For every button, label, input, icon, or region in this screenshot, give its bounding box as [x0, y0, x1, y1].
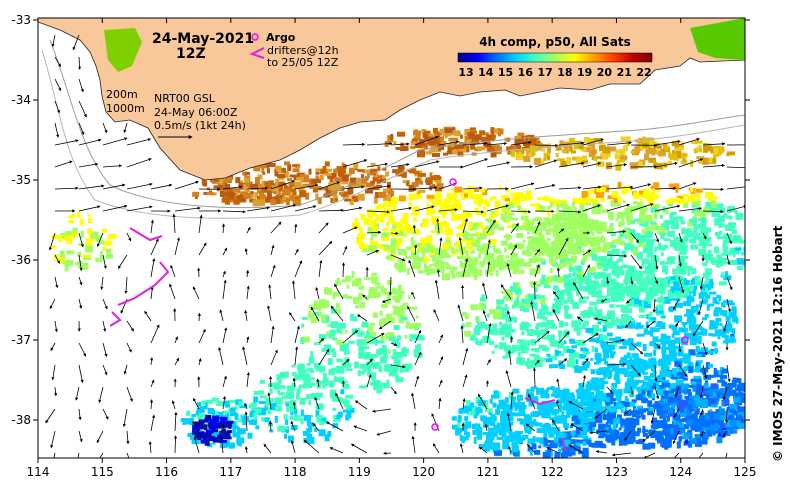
y-tick-label: -38 [11, 413, 31, 427]
altimetry-product-label: NRT00 GSL [154, 92, 216, 105]
argo-float-1 [449, 178, 457, 186]
time-label: 12Z [176, 46, 206, 62]
colorbar-tick-label: 22 [636, 66, 651, 79]
x-tick-label: 118 [284, 465, 307, 479]
drifter-tracks [109, 227, 567, 453]
x-tick-label: 117 [219, 465, 242, 479]
y-tick-label: -35 [11, 173, 31, 187]
x-tick-label: 121 [476, 465, 499, 479]
drifter-track-4 [524, 397, 556, 406]
land-patch-west [104, 28, 142, 72]
colorbar-tick-label: 13 [458, 66, 473, 79]
drifter-legend-label-1: drifters@12h [267, 44, 339, 57]
x-tick-label: 123 [605, 465, 628, 479]
y-axis: -33 -34 -35 -36 -37 -38 [11, 13, 750, 427]
argo-float-3 [431, 423, 439, 431]
land-patch-east [690, 18, 745, 60]
drifter-legend-label-2: to 25/05 12Z [267, 56, 339, 69]
credit-label: © IMOS 27-May-2021 12:16 Hobart [771, 225, 785, 462]
x-tick-label: 116 [155, 465, 178, 479]
y-tick-label: -36 [11, 253, 31, 267]
x-tick-label: 114 [27, 465, 50, 479]
argo-legend-label: Argo [266, 31, 296, 44]
colorbar-tick-label: 15 [498, 66, 513, 79]
altimetry-time-label: 24-May 06:00Z [154, 106, 238, 119]
colorbar-tick-label: 18 [557, 66, 572, 79]
colorbar-tick-label: 17 [537, 66, 552, 79]
colorbar-title: 4h comp, p50, All Sats [479, 35, 631, 49]
y-tick-label: -33 [11, 13, 31, 27]
argo-legend-marker [251, 33, 259, 41]
drifter-track-5 [561, 437, 567, 453]
plot-frame [37, 17, 746, 459]
y-tick-label: -37 [11, 333, 31, 347]
colorbar-tick-label: 16 [518, 66, 534, 79]
argo-floats [431, 178, 689, 431]
colorbar-tick-label: 21 [617, 66, 632, 79]
x-tick-label: 119 [348, 465, 371, 479]
x-tick-label: 125 [734, 465, 757, 479]
isobath-1000m-label: 1000m [106, 102, 145, 115]
date-label: 24-May-2021 [152, 31, 254, 47]
colorbar-tick-label: 19 [577, 66, 592, 79]
x-axis: 114 115 116 117 118 119 120 121 122 123 124 125 [27, 18, 757, 479]
current-vectors [45, 34, 745, 458]
x-tick-label: 122 [541, 465, 564, 479]
drifter-track-2 [117, 261, 170, 306]
vector-scale-label: 0.5m/s (1kt 24h) [154, 119, 246, 132]
drifter-track-3 [109, 311, 122, 327]
colorbar-tick-label: 14 [478, 66, 494, 79]
drifter-legend-marker [249, 47, 265, 59]
isobath-200m [49, 39, 745, 209]
isobath-200m-label: 200m [106, 88, 138, 101]
x-tick-label: 120 [412, 465, 435, 479]
x-tick-label: 115 [91, 465, 114, 479]
y-tick-label: -34 [11, 93, 31, 107]
drifter-track-1 [129, 227, 163, 242]
colorbar-gradient [457, 52, 653, 63]
colorbar-tick-label: 20 [597, 66, 613, 79]
colorbar-ticks: 13 14 15 16 17 18 19 20 21 22 [458, 66, 651, 79]
x-tick-label: 124 [669, 465, 692, 479]
argo-float-2 [681, 336, 689, 344]
isobath-1000m [41, 49, 745, 219]
